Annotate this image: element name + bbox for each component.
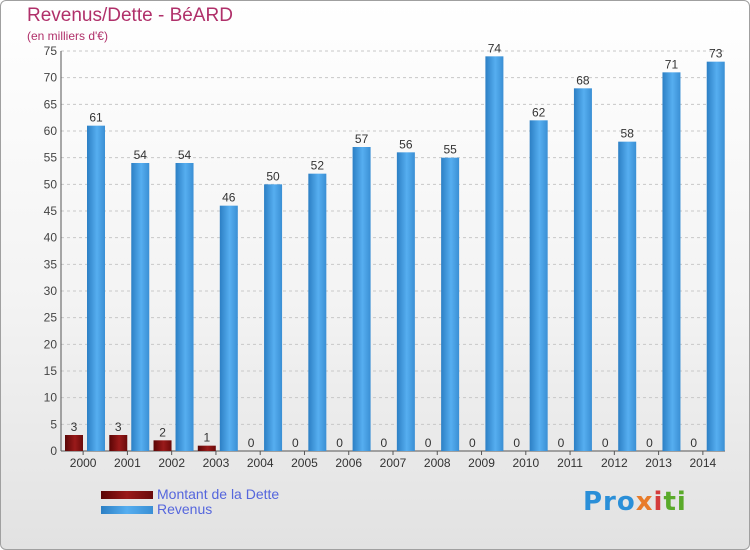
- x-tick-label: 2000: [70, 456, 97, 470]
- revenue-data-label: 46: [222, 191, 236, 205]
- y-tick-label: 10: [44, 391, 58, 405]
- y-tick-label: 45: [44, 204, 58, 218]
- debt-data-label: 0: [336, 436, 343, 450]
- debt-data-label: 0: [292, 436, 299, 450]
- debt-data-label: 0: [602, 436, 609, 450]
- revenue-data-label: 55: [443, 143, 457, 157]
- debt-bar: [109, 435, 128, 451]
- revenue-data-label: 54: [178, 148, 192, 162]
- x-tick-label: 2003: [203, 456, 230, 470]
- x-tick-label: 2011: [557, 456, 583, 470]
- revenue-data-label: 58: [621, 127, 635, 141]
- revenue-data-label: 71: [665, 57, 679, 71]
- revenue-data-label: 57: [355, 132, 369, 146]
- x-tick-label: 2010: [512, 456, 539, 470]
- x-tick-label: 2008: [424, 456, 451, 470]
- x-tick-label: 2001: [114, 456, 141, 470]
- revenue-bar: [441, 157, 460, 451]
- y-tick-label: 15: [44, 364, 58, 378]
- debt-data-label: 0: [558, 436, 565, 450]
- y-tick-label: 70: [44, 71, 58, 85]
- revenue-data-label: 50: [266, 169, 280, 183]
- revenue-bar: [264, 184, 283, 452]
- debt-data-label: 1: [203, 431, 210, 445]
- y-tick-label: 65: [44, 97, 58, 111]
- revenue-bar: [573, 88, 592, 451]
- legend-swatch-dette: [101, 491, 153, 499]
- x-tick-label: 2006: [335, 456, 362, 470]
- revenue-data-label: 73: [709, 47, 723, 61]
- y-tick-label: 35: [44, 257, 58, 271]
- y-tick-label: 20: [44, 337, 58, 351]
- revenue-bar: [175, 163, 194, 451]
- y-tick-label: 50: [44, 177, 58, 191]
- debt-data-label: 0: [646, 436, 653, 450]
- y-tick-label: 40: [44, 231, 58, 245]
- revenue-bar: [485, 56, 504, 451]
- revenue-bar: [618, 141, 637, 451]
- chart-subtitle: (en milliers d'€): [27, 29, 108, 43]
- x-tick-label: 2012: [601, 456, 628, 470]
- y-tick-label: 0: [50, 444, 57, 458]
- chart-title: Revenus/Dette - BéARD: [27, 5, 233, 26]
- debt-bar: [197, 445, 216, 451]
- revenue-bar: [662, 72, 681, 451]
- revenue-bar: [131, 163, 150, 451]
- legend-label-revenus: Revenus: [157, 501, 213, 517]
- debt-data-label: 0: [425, 436, 432, 450]
- x-tick-label: 2009: [468, 456, 495, 470]
- debt-data-label: 0: [381, 436, 388, 450]
- debt-data-label: 3: [115, 420, 122, 434]
- y-tick-label: 75: [44, 44, 58, 58]
- revenue-bar: [396, 152, 415, 452]
- x-tick-label: 2005: [291, 456, 318, 470]
- x-tick-label: 2007: [380, 456, 407, 470]
- debt-data-label: 0: [469, 436, 476, 450]
- y-tick-label: 60: [44, 124, 58, 138]
- debt-data-label: 0: [248, 436, 255, 450]
- revenue-bar: [219, 205, 238, 451]
- debt-data-label: 0: [513, 436, 520, 450]
- y-tick-label: 25: [44, 311, 58, 325]
- revenue-data-label: 52: [311, 159, 325, 173]
- x-tick-label: 2004: [247, 456, 274, 470]
- legend-label-dette: Montant de la Dette: [157, 486, 280, 502]
- debt-bar: [65, 435, 83, 451]
- revenue-data-label: 56: [399, 137, 413, 151]
- y-tick-label: 5: [50, 417, 57, 431]
- x-tick-label: 2013: [645, 456, 672, 470]
- revenue-data-label: 54: [134, 148, 148, 162]
- revenue-bar: [308, 173, 327, 451]
- revenue-data-label: 68: [576, 73, 590, 87]
- y-tick-label: 30: [44, 284, 58, 298]
- revenue-bar: [87, 125, 105, 452]
- x-tick-label: 2014: [690, 456, 717, 470]
- revenue-data-label: 74: [488, 41, 502, 55]
- revenue-bar: [529, 120, 548, 451]
- revenue-bar: [706, 61, 725, 452]
- debt-data-label: 2: [159, 425, 166, 439]
- debt-data-label: 0: [690, 436, 697, 450]
- legend-swatch-revenus: [101, 506, 153, 514]
- revenue-data-label: 62: [532, 105, 546, 119]
- debt-bar: [153, 440, 172, 451]
- revenue-data-label: 61: [89, 111, 103, 125]
- revenue-bar: [352, 147, 371, 451]
- proxiti-logo: Proxiti: [583, 487, 687, 517]
- y-tick-label: 55: [44, 151, 58, 165]
- debt-data-label: 3: [71, 420, 78, 434]
- x-tick-label: 2002: [158, 456, 185, 470]
